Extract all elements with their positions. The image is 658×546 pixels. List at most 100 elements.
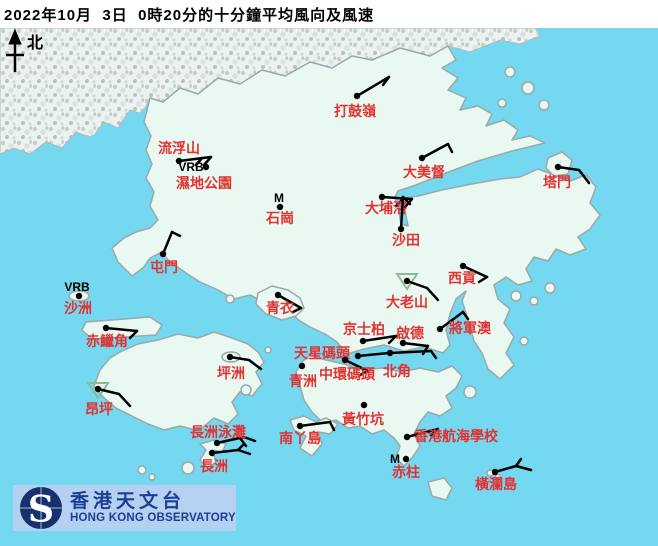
station-sha-chau: VRB 沙洲 [64, 280, 92, 316]
station-dot [75, 292, 83, 300]
station-label: 屯門 [150, 259, 178, 275]
wind-barb-shaft [177, 155, 213, 163]
station-dot [102, 324, 110, 332]
hko-logo-english: HONG KONG OBSERVATORY [70, 511, 236, 524]
station-label: 大老山 [386, 294, 428, 310]
station-dot [403, 433, 411, 441]
station-dot [403, 277, 411, 285]
station-tates-cairn: 大老山 [386, 273, 440, 310]
station-stanley: M赤柱 [390, 452, 420, 480]
station-hk-sea-school: 香港航海學校 [403, 427, 499, 444]
wind-barb-shaft [438, 310, 465, 331]
wind-barb-feather [202, 155, 213, 167]
islet [148, 473, 156, 481]
station-dot [175, 157, 183, 165]
islet [463, 385, 477, 399]
wind-barb-shaft [556, 165, 591, 185]
station-label: 打鼓嶺 [334, 103, 377, 119]
hko-logo-icon: S [19, 486, 63, 530]
hko-logo-text: 香港天文台 HONG KONG OBSERVATORY [70, 492, 236, 524]
wind-barb-shaft [228, 355, 263, 371]
wind-barb-feather [170, 230, 182, 238]
wind-barb-feather [421, 344, 430, 356]
station-label: 昂坪 [85, 401, 113, 417]
wind-barb-feather [236, 442, 246, 452]
station-marker-vrb: VRB [64, 280, 90, 294]
station-label: 大埔滘 [365, 200, 407, 216]
wind-barb-feather [387, 334, 398, 345]
islet [494, 473, 502, 481]
station-shek-kong: M 石崗 [265, 191, 294, 226]
station-dot [360, 401, 368, 409]
station-tai-po-kau: 大埔滘 [365, 193, 414, 216]
wind-barb-shaft [361, 334, 398, 343]
station-label: 石崗 [265, 210, 294, 226]
station-marker-vrb: VRB [178, 160, 204, 174]
north-arrow-icon [6, 28, 24, 72]
wind-barb-shaft [388, 349, 433, 355]
islet [181, 461, 195, 475]
station-label: 赤柱 [392, 464, 420, 480]
north-label: 北 [27, 34, 43, 52]
wind-barb-feather [291, 306, 303, 314]
station-label: 青洲 [289, 373, 317, 389]
islet [521, 81, 535, 95]
station-label: 香港航海學校 [413, 428, 499, 444]
station-label: 長洲 [200, 458, 228, 474]
station-tap-mun: 塔門 [543, 163, 591, 190]
wind-barb-feather [461, 310, 470, 321]
station-dot [491, 468, 499, 476]
station-tuen-mun: 屯門 [150, 230, 182, 275]
wind-barb-shaft [405, 279, 440, 302]
station-label: 沙田 [392, 232, 420, 248]
station-label: 大美督 [403, 164, 445, 180]
station-ta-kwu-ling: 打鼓嶺 [334, 75, 391, 119]
wind-barb-feather [477, 275, 489, 284]
wind-barb-shaft [461, 264, 489, 279]
station-tseung-kwan-o: 將軍澳 [436, 310, 492, 336]
wind-barb-shaft [405, 427, 440, 439]
station-chek-lap-kok: 赤鱲角 [86, 324, 139, 349]
station-dot [298, 362, 306, 370]
hko-logo: S 香港天文台 HONG KONG OBSERVATORY [13, 485, 236, 531]
station-wong-chuk-hang: 黃竹坑 [341, 401, 384, 427]
station-tsing-yi: 青衣 [266, 291, 303, 316]
station-dot [94, 385, 102, 393]
station-dot [202, 163, 210, 171]
islet [538, 99, 550, 111]
station-label: 坪洲 [217, 365, 245, 381]
station-dot [341, 356, 349, 364]
station-label: 南丫島 [279, 430, 321, 446]
islet [504, 66, 516, 78]
station-dot [159, 250, 167, 258]
station-kai-tak: 啟德 [396, 325, 430, 356]
wind-barb-feather [514, 457, 523, 468]
islet [240, 384, 252, 396]
land-new-territories [111, 45, 601, 380]
station-dot [436, 325, 444, 333]
station-label: 西貢 [448, 270, 476, 286]
svg-text:S: S [28, 487, 54, 530]
wind-barb-shaft [399, 195, 405, 231]
wind-barb-shaft [161, 230, 174, 256]
title-bar: 2022年10月 3日 0時20分的十分鐘平均風向及風速 [0, 0, 658, 28]
station-label: 青衣 [266, 300, 295, 316]
station-sha-tin: 沙田 [392, 195, 420, 248]
land-po-toi [427, 477, 453, 501]
wind-barb-feather [194, 156, 204, 167]
station-kings-park: 京士柏 [343, 321, 398, 345]
deep-bay [52, 104, 158, 240]
station-dot [359, 337, 367, 345]
station-dot [397, 225, 405, 233]
station-star-ferry-pier: 天星碼頭 [294, 345, 391, 361]
station-label: 中環碼頭 [319, 366, 376, 382]
station-peng-chau: 坪洲 [217, 353, 263, 381]
station-lau-fau-shan: 流浮山 [158, 140, 213, 167]
wind-barb-shaft [420, 142, 450, 160]
station-central-pier: 中環碼頭 [319, 356, 376, 382]
islet [497, 98, 507, 108]
hko-logo-chinese: 香港天文台 [70, 491, 186, 512]
wind-barb-feather [128, 329, 139, 340]
station-dot [459, 262, 467, 270]
